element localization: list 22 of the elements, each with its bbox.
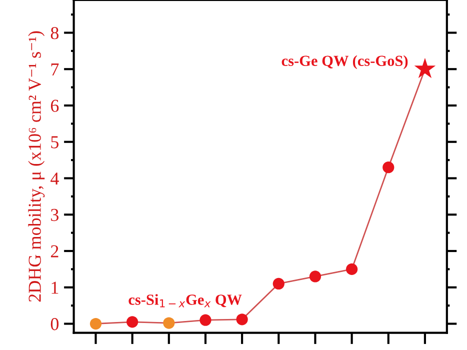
point (126, 316, 138, 328)
point (200, 314, 212, 326)
y-tick-label: 0 (50, 318, 59, 330)
y-tick-label: 4 (50, 172, 59, 185)
point (90, 318, 102, 330)
y-tick-label: 3 (51, 208, 58, 222)
point (236, 314, 248, 326)
annotation: cs-Ge QW (cs-GoS) (282, 55, 408, 70)
point (346, 263, 358, 275)
point (163, 317, 175, 329)
y-tick-label: 6 (50, 100, 59, 112)
point (309, 270, 322, 282)
point (382, 162, 394, 174)
y-tick-label: 5 (51, 136, 58, 148)
y-tick-label: 1 (52, 282, 58, 294)
annotation: cs-Si$_{1−x}$Ge$_{x}$ QW (128, 294, 242, 308)
y-axis-title: 2DHG mobility, μ (x10⁶ cm² V⁻¹ s⁻¹) (28, 31, 45, 302)
point (414, 58, 436, 78)
point (272, 278, 284, 290)
y-tick-label: 2 (50, 245, 58, 258)
y-tick-label: 8 (50, 26, 59, 40)
y-tick-label: 7 (51, 64, 59, 76)
